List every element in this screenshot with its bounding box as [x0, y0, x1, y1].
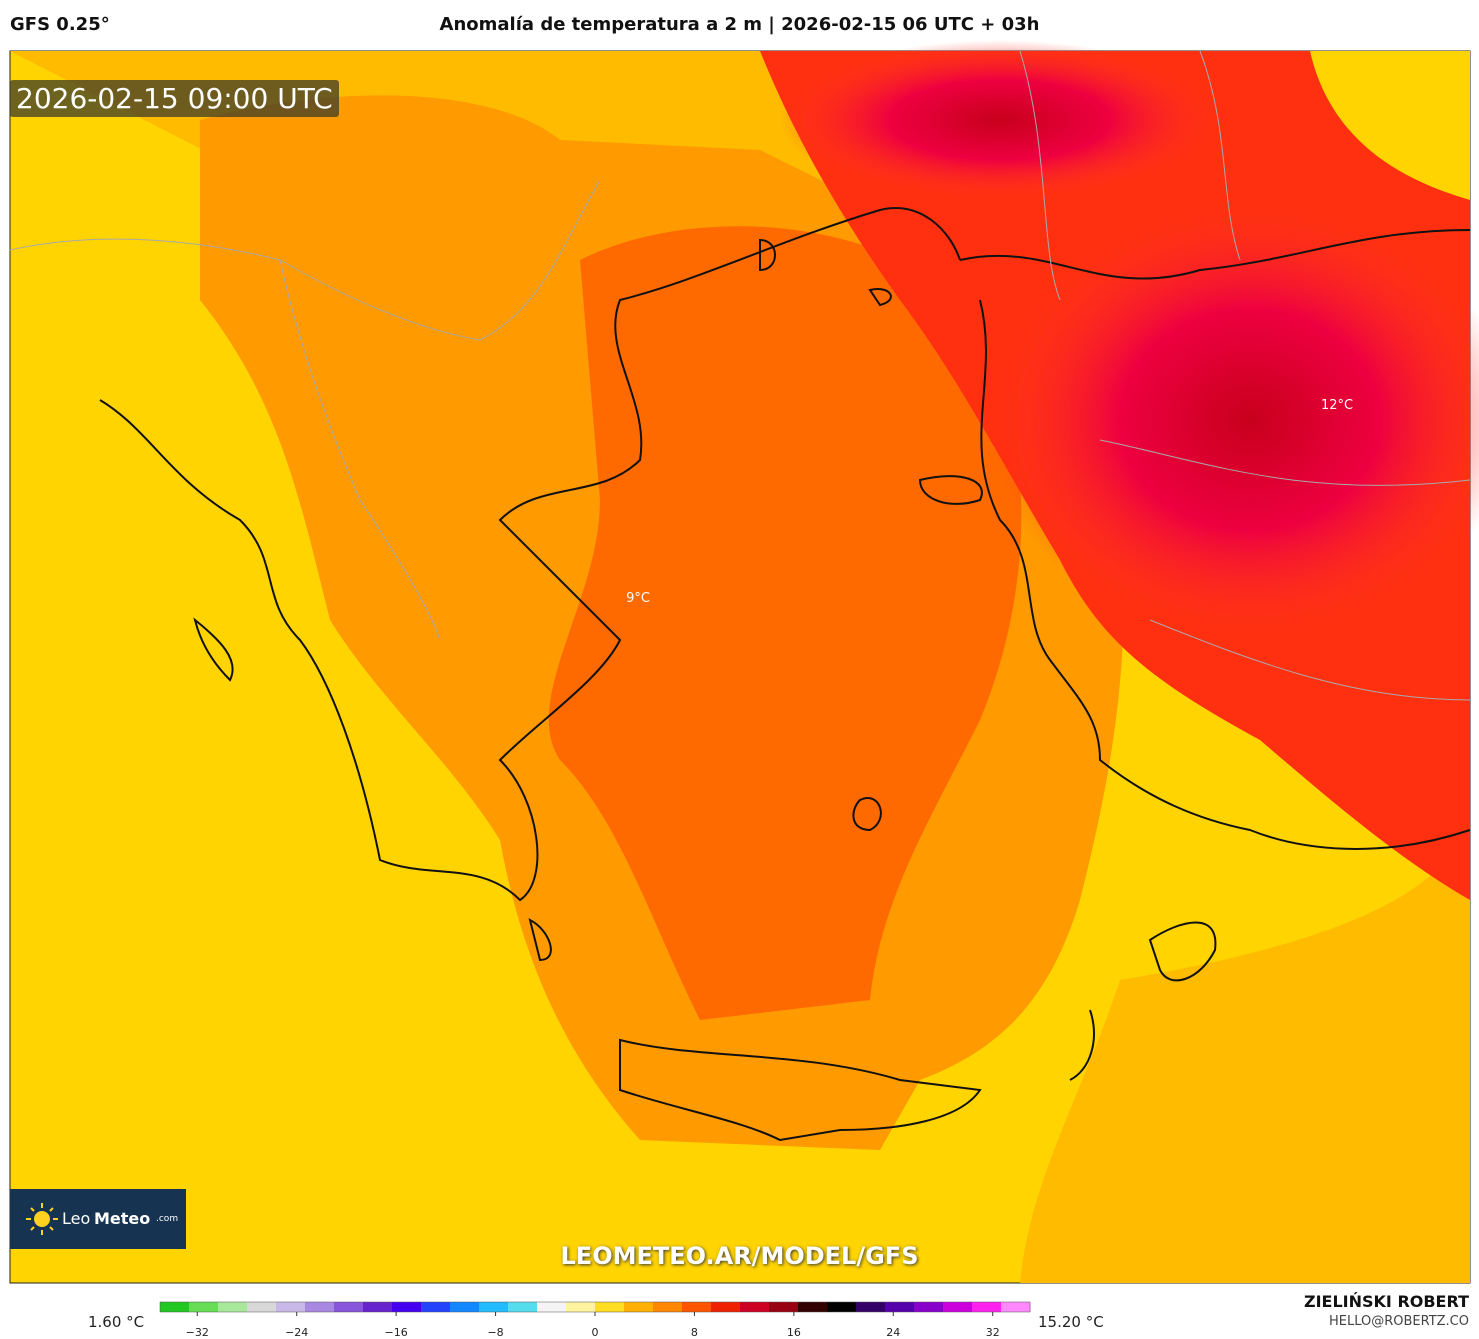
- colorbar-swatch: [798, 1302, 828, 1312]
- author: ZIELIŃSKI ROBERT: [1303, 1292, 1469, 1311]
- colorbar-tick-label: 24: [886, 1326, 900, 1339]
- colorbar-swatch: [885, 1302, 915, 1312]
- watermark: LEOMETEO.AR/MODEL/GFS: [560, 1242, 919, 1270]
- logo: Leo Meteo .com: [10, 1189, 186, 1249]
- colorbar-tick-label: 32: [986, 1326, 1000, 1339]
- logo-text: Leo: [62, 1209, 91, 1228]
- min-label: 1.60 °C: [88, 1313, 145, 1331]
- colorbar-tick-label: 8: [691, 1326, 698, 1339]
- colorbar-swatch: [740, 1302, 770, 1312]
- logo-sun: [26, 1203, 58, 1235]
- colorbar: −32 −24 −16 −8 0 8 16 24 32: [159, 1301, 1031, 1339]
- logo-text: Meteo: [94, 1209, 151, 1228]
- colorbar-swatch: [450, 1302, 480, 1312]
- colorbar-swatch: [508, 1302, 538, 1312]
- max-label: 15.20 °C: [1038, 1313, 1104, 1331]
- colorbar-swatch: [943, 1302, 973, 1312]
- colorbar-swatch: [914, 1302, 944, 1312]
- colorbar-swatch: [189, 1302, 219, 1312]
- field-hot: [780, 40, 1220, 200]
- colorbar-swatch: [827, 1302, 857, 1312]
- field-darkorange: [548, 226, 1022, 1020]
- colorbar-swatch: [160, 1302, 190, 1312]
- extreme-label: 12°C: [1321, 398, 1353, 413]
- colorbar-swatch: [363, 1302, 393, 1312]
- colorbar-swatch: [537, 1302, 567, 1312]
- colorbar-tick-label: −24: [285, 1326, 308, 1339]
- colorbar-swatch: [334, 1302, 364, 1312]
- colorbar-swatch: [276, 1302, 306, 1312]
- colorbar-swatch: [653, 1302, 683, 1312]
- field-cool: [1310, 51, 1470, 200]
- colorbar-swatch: [1001, 1302, 1031, 1312]
- colorbar-swatch: [856, 1302, 886, 1312]
- field-hot: [990, 200, 1479, 640]
- colorbar-swatch: [682, 1302, 712, 1312]
- colorbar-tick-label: −8: [487, 1326, 503, 1339]
- colorbar-tick-label: 0: [592, 1326, 599, 1339]
- coastlines: [99, 207, 1471, 1142]
- colorbar-swatch: [624, 1302, 654, 1312]
- logo-text: .com: [156, 1214, 179, 1224]
- timestamp: 2026-02-15 09:00 UTC: [10, 80, 339, 117]
- colorbar-swatch: [392, 1302, 422, 1312]
- colorbar-swatch: [566, 1302, 596, 1312]
- colorbar-tick-label: −16: [385, 1326, 408, 1339]
- extreme-label: 9°C: [626, 591, 650, 606]
- colorbar-tick-label: 16: [787, 1326, 801, 1339]
- colorbar-swatch: [247, 1302, 277, 1312]
- map-title: Anomalía de temperatura a 2 m | 2026-02-…: [439, 14, 1040, 35]
- colorbar-swatch: [711, 1302, 741, 1312]
- colorbar-swatch: [421, 1302, 451, 1312]
- email: HELLO@ROBERTZ.CO: [1328, 1314, 1469, 1329]
- model-label: GFS 0.25°: [10, 14, 110, 35]
- colorbar-swatch: [972, 1302, 1002, 1312]
- colorbar-swatch: [218, 1302, 248, 1312]
- colorbar-swatch: [595, 1302, 625, 1312]
- colorbar-tick-label: −32: [186, 1326, 209, 1339]
- colorbar-swatch: [305, 1302, 335, 1312]
- borders: [9, 50, 1471, 701]
- colorbar-swatch: [769, 1302, 799, 1312]
- colorbar-swatch: [479, 1302, 509, 1312]
